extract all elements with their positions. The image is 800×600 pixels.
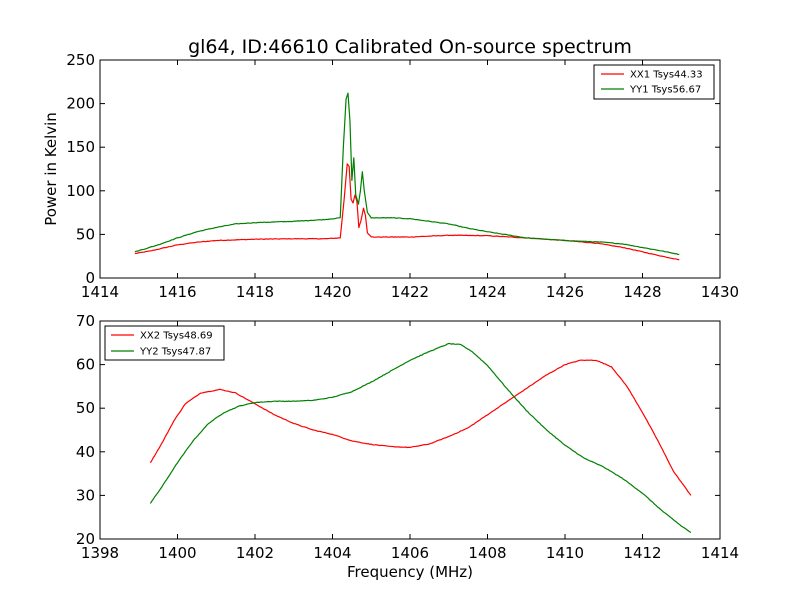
- top-x-tick-label: 1420: [313, 283, 351, 301]
- bottom-x-tick-label: 1406: [391, 544, 429, 562]
- top-x-tick-label: 1426: [546, 283, 584, 301]
- bottom-y-tick-label: 20: [76, 530, 95, 548]
- top-ticks-group: 1414 1416 1418 1420 1422 1424 1426 1428 1430 0 50 1…: [66, 51, 739, 301]
- bottom-x-tick-label: 1402: [236, 544, 274, 562]
- bottom-x-tick-label: 1414: [701, 544, 739, 562]
- bottom-x-tick-label: 1408: [468, 544, 506, 562]
- top-y-tick-label: 150: [66, 138, 95, 156]
- bottom-y-tick-label: 40: [76, 443, 95, 461]
- bottom-x-axis-label: Frequency (MHz): [347, 563, 473, 581]
- bottom-legend-label-yy2: YY2 Tsys47.87: [139, 347, 211, 358]
- bottom-y-tick-label: 60: [76, 356, 95, 374]
- top-legend-label-yy1: YY1 Tsys56.67: [629, 85, 701, 96]
- bottom-x-tick-label: 1404: [313, 544, 351, 562]
- top-y-tick-label: 50: [76, 225, 95, 243]
- top-x-tick-label: 1414: [81, 283, 119, 301]
- top-series-group: [134, 92, 680, 261]
- bottom-x-tick-label: 1412: [623, 544, 661, 562]
- top-legend: XX1 Tsys44.33 YY1 Tsys56.67: [593, 64, 715, 100]
- bottom-x-tick-label: 1410: [546, 544, 584, 562]
- top-legend-box: [593, 64, 715, 100]
- top-y-axis-label: Power in Kelvin: [42, 112, 60, 226]
- figure-title: gl64, ID:46610 Calibrated On-source spec…: [188, 36, 632, 58]
- top-y-tick-label: 100: [66, 182, 95, 200]
- bottom-y-tick-label: 70: [76, 312, 95, 330]
- bottom-legend-label-xx2: XX2 Tsys48.69: [140, 331, 213, 342]
- top-series-line-2: [134, 92, 680, 256]
- bottom-x-tick-label: 1398: [81, 544, 119, 562]
- bottom-panel: 1398 1400 1402 1404 1406 1408 1410 1412 1414 20 30…: [76, 312, 739, 581]
- top-series-line-1: [134, 163, 680, 261]
- bottom-series-group: [149, 342, 692, 533]
- bottom-y-tick-label: 30: [76, 486, 95, 504]
- bottom-ticks-group: 1398 1400 1402 1404 1406 1408 1410 1412 1414 20 30…: [76, 312, 739, 562]
- bottom-series-line-2: [149, 342, 692, 533]
- top-x-tick-label: 1418: [236, 283, 274, 301]
- top-x-tick-label: 1428: [623, 283, 661, 301]
- bottom-series-line-1: [149, 359, 692, 496]
- top-y-tick-label: 250: [66, 51, 95, 69]
- bottom-legend-box: [104, 325, 225, 361]
- top-y-tick-label: 200: [66, 95, 95, 113]
- bottom-x-tick-label: 1400: [158, 544, 196, 562]
- top-x-tick-label: 1430: [701, 283, 739, 301]
- bottom-y-tick-label: 50: [76, 399, 95, 417]
- top-x-tick-label: 1416: [158, 283, 196, 301]
- top-panel: 1414 1416 1418 1420 1422 1424 1426 1428 1430 0 50 1…: [42, 51, 739, 301]
- top-legend-label-xx1: XX1 Tsys44.33: [630, 70, 703, 81]
- top-x-tick-label: 1424: [468, 283, 506, 301]
- top-x-tick-label: 1422: [391, 283, 429, 301]
- top-y-tick-label: 0: [85, 269, 95, 287]
- bottom-legend: XX2 Tsys48.69 YY2 Tsys47.87: [104, 325, 225, 361]
